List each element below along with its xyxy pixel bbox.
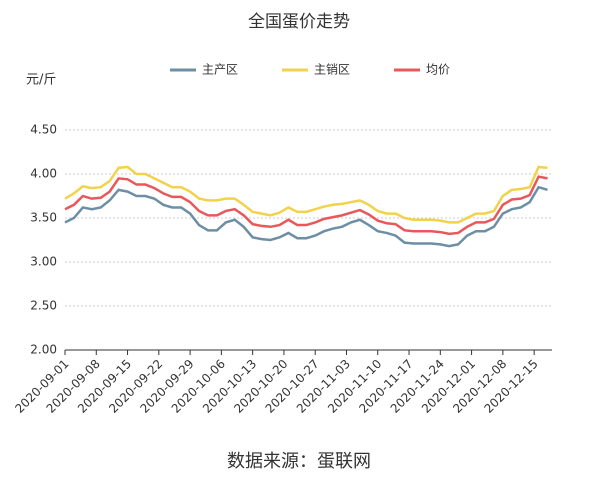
line [64,165,548,224]
line [64,185,548,248]
y-tick-label: 2.50 [30,299,57,313]
y-tick-label: 2.00 [30,343,57,357]
source: 数据来源：蛋联网 [227,451,371,472]
y-axis-label: 元/斤 [26,73,56,88]
y-tick-label: 3.50 [30,211,57,225]
y-tick-label: 3.00 [30,255,57,269]
legend-label: 主销区 [314,63,350,77]
y-tick-label: 4.50 [30,123,57,137]
line [64,175,548,236]
legend-label: 主产区 [202,63,238,77]
y-tick-label: 4.00 [30,167,57,181]
chart-title: 全国蛋价走势 [248,12,350,32]
legend-label: 均价 [426,63,450,77]
